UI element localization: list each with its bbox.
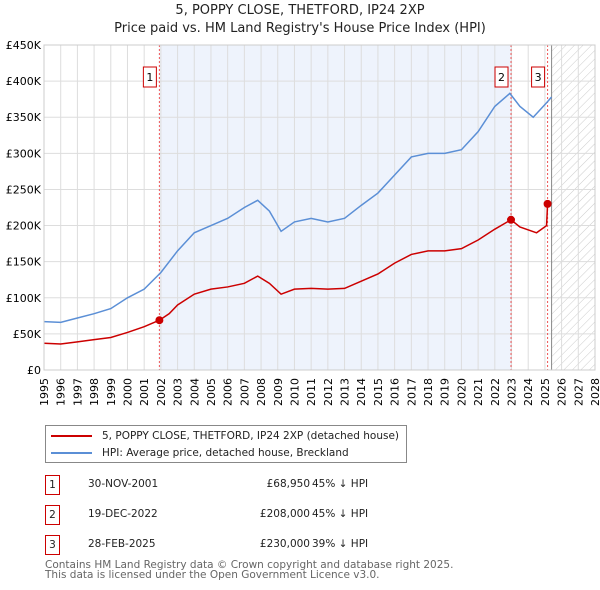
ownership-shade (159, 45, 512, 370)
y-tick-label: £200K (6, 220, 42, 233)
sale-price: £230,000 (259, 538, 310, 550)
x-tick-label: 2007 (238, 378, 251, 406)
y-tick-label: £250K (6, 183, 42, 196)
x-tick-label: 2021 (472, 378, 485, 406)
x-tick-label: 2004 (188, 378, 201, 406)
y-tick-label: £0 (27, 364, 41, 377)
y-tick-label: £300K (6, 147, 42, 160)
legend-label-property: 5, POPPY CLOSE, THETFORD, IP24 2XP (deta… (102, 430, 399, 442)
x-tick-label: 1996 (55, 378, 68, 406)
footer-line-1: Contains HM Land Registry data © Crown c… (45, 559, 454, 571)
y-tick-label: £450K (6, 39, 42, 52)
x-tick-label: 2011 (305, 378, 318, 406)
x-tick-label: 2010 (288, 378, 301, 406)
price-chart: 1995 1996 1997 1998 1999 2000 2001 2002 2003 2004… (6, 39, 600, 406)
x-tick-label: 2017 (405, 378, 418, 406)
x-tick-label: 2013 (339, 378, 352, 406)
footer: Contains HM Land Registry data © Crown c… (45, 559, 454, 581)
y-tick-label: £400K (6, 75, 42, 88)
x-tick-label: 2018 (422, 378, 435, 406)
x-tick-label: 1995 (38, 378, 51, 406)
y-tick-label: £50K (13, 328, 42, 341)
x-tick-label: 2008 (255, 378, 268, 406)
chart-subtitle: Price paid vs. HM Land Registry's House … (114, 21, 486, 36)
sale-number-badge: 2 (45, 505, 60, 525)
x-tick-label: 2016 (389, 378, 402, 406)
legend-swatch-hpi (51, 452, 92, 454)
sale-hpi-diff: 39% ↓ HPI (312, 538, 369, 550)
x-tick-label: 2028 (589, 378, 600, 406)
x-tick-label: 2022 (489, 378, 502, 406)
x-tick-label: 2001 (138, 378, 151, 406)
x-tick-label: 2025 (539, 378, 552, 406)
x-tick-label: 2027 (572, 378, 585, 406)
sale-number-badge: 1 (45, 475, 60, 495)
y-tick-label: £100K (6, 292, 42, 305)
footer-line-2: This data is licensed under the Open Gov… (45, 569, 380, 581)
legend: 5, POPPY CLOSE, THETFORD, IP24 2XP (deta… (45, 425, 407, 463)
sale-date: 28-FEB-2025 (88, 538, 156, 550)
x-tick-label: 1999 (105, 378, 118, 406)
x-tick-label: 2023 (506, 378, 519, 406)
sale-date: 30-NOV-2001 (88, 478, 159, 490)
x-tick-label: 2002 (155, 378, 168, 406)
sale-marker-badge (531, 66, 546, 88)
sale-marker-label: 1 (146, 71, 153, 84)
sale-number-badge: 3 (45, 535, 60, 555)
sale-marker-badge (494, 66, 509, 88)
sale-hpi-diff: 45% ↓ HPI (312, 478, 369, 490)
x-tick-label: 1997 (71, 378, 84, 406)
x-tick-label: 2006 (222, 378, 235, 406)
y-tick-label: £150K (6, 256, 42, 269)
sale-row: 2 19-DEC-2022 £208,000 45% ↓ HPI (45, 505, 445, 525)
x-tick-label: 2020 (455, 378, 468, 406)
sale-row: 1 30-NOV-2001 £68,950 45% ↓ HPI (45, 475, 445, 495)
sale-marker-label: 2 (498, 71, 505, 84)
x-tick-label: 2005 (205, 378, 218, 406)
x-tick-label: 1998 (88, 378, 101, 406)
series-line-property (43, 203, 549, 345)
sale-point (543, 199, 552, 208)
legend-label-hpi: HPI: Average price, detached house, Brec… (102, 447, 349, 459)
sale-price: £208,000 (259, 508, 310, 520)
sale-point (155, 316, 164, 325)
x-tick-label: 2015 (372, 378, 385, 406)
future-hatch (551, 45, 595, 370)
x-tick-label: 2003 (172, 378, 185, 406)
x-tick-label: 2014 (355, 378, 368, 406)
x-tick-label: 2024 (522, 378, 535, 406)
sale-marker-badge (142, 66, 157, 88)
y-tick-label: £350K (6, 111, 42, 124)
sale-date: 19-DEC-2022 (88, 508, 158, 520)
sale-row: 3 28-FEB-2025 £230,000 39% ↓ HPI (45, 535, 445, 555)
sale-price: £68,950 (266, 478, 310, 490)
x-tick-label: 2026 (556, 378, 569, 406)
x-tick-label: 2012 (322, 378, 335, 406)
chart-title: 5, POPPY CLOSE, THETFORD, IP24 2XP (175, 3, 425, 18)
x-tick-label: 2000 (121, 378, 134, 406)
legend-swatch-property (51, 435, 92, 437)
x-tick-label: 2019 (439, 378, 452, 406)
series-line-hpi (43, 92, 553, 324)
plot-border (43, 44, 596, 371)
sale-hpi-diff: 45% ↓ HPI (312, 508, 369, 520)
sale-marker-label: 3 (535, 71, 542, 84)
x-tick-label: 2009 (272, 378, 285, 406)
sale-point (507, 215, 516, 224)
